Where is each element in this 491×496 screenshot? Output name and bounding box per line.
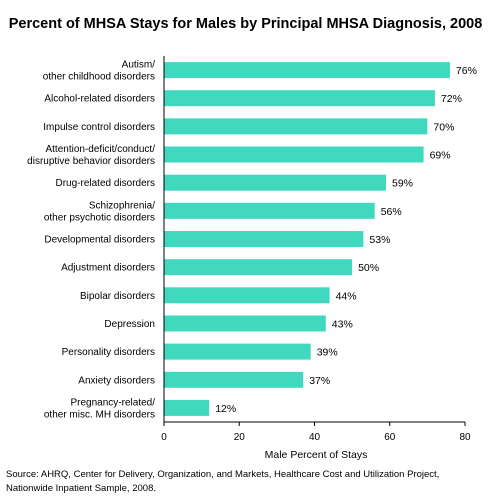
bar-value-label: 43% <box>332 319 353 331</box>
x-tick-label: 40 <box>309 432 321 443</box>
bar <box>164 231 364 247</box>
x-tick-label: 20 <box>234 432 246 443</box>
bar <box>164 371 304 388</box>
x-tick-label: 0 <box>161 432 167 443</box>
source-note: Source: AHRQ, Center for Delivery, Organ… <box>6 469 440 494</box>
bar <box>164 399 210 416</box>
category-label: Alcohol-related disorders <box>44 94 155 105</box>
bar-value-label: 50% <box>358 262 379 274</box>
chart-title: Percent of MHSA Stays for Males by Princ… <box>8 16 483 32</box>
category-label: Impulse control disorders <box>43 122 155 133</box>
bar-value-label: 53% <box>369 234 390 246</box>
x-axis: 0 20 40 60 80 <box>161 56 471 443</box>
category-label: Attention-deficit/conduct/disruptive beh… <box>27 144 155 167</box>
bar <box>164 62 450 79</box>
category-label: Depression <box>104 319 155 330</box>
x-tick-label: 60 <box>384 432 396 443</box>
bar <box>164 146 424 163</box>
bar <box>164 202 375 219</box>
x-tick-label: 80 <box>459 432 471 443</box>
bars-layer: 76% Autism/other childhood disorders 72% Al… <box>27 60 477 421</box>
category-label: Bipolar disorders <box>80 291 155 302</box>
bar <box>164 174 386 191</box>
bar-value-label: 56% <box>381 206 402 218</box>
bar-value-label: 12% <box>215 403 236 415</box>
bar-value-label: 37% <box>309 375 330 387</box>
category-label: Developmental disorders <box>44 235 155 246</box>
bar-value-label: 39% <box>317 347 338 359</box>
bar-value-label: 70% <box>433 121 454 133</box>
bar-value-label: 69% <box>430 150 451 162</box>
bar <box>164 315 326 332</box>
bar-value-label: 44% <box>336 290 357 302</box>
category-label: Autism/other childhood disorders <box>43 60 156 83</box>
bar-value-label: 59% <box>392 178 413 190</box>
category-label: Pregnancy-related/other misc. MH disorde… <box>44 397 155 420</box>
bar-value-label: 76% <box>456 65 477 77</box>
category-label: Schizophrenia/other psychotic disorders <box>44 200 155 223</box>
bar-value-label: 72% <box>441 93 462 105</box>
bar <box>164 90 435 107</box>
x-axis-title: Male Percent of Stays <box>265 449 368 461</box>
category-label: Personality disorders <box>62 347 155 358</box>
bar <box>164 118 428 135</box>
category-label: Drug-related disorders <box>56 178 156 189</box>
bar <box>164 259 353 276</box>
category-label: Adjustment disorders <box>61 263 155 274</box>
bar <box>164 287 330 304</box>
bar <box>164 343 311 360</box>
category-label: Anxiety disorders <box>78 375 155 386</box>
